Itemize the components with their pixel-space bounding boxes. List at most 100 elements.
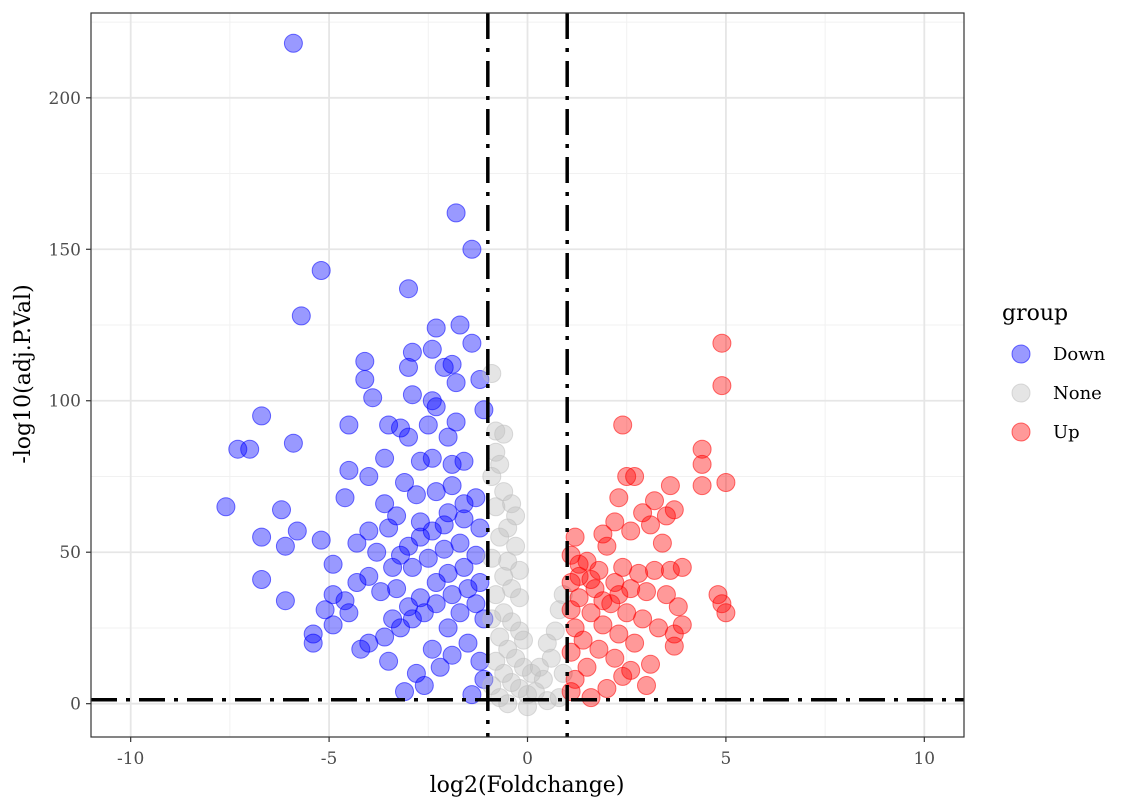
point-none xyxy=(482,364,502,383)
point-up xyxy=(577,657,597,677)
point-up xyxy=(565,669,585,689)
grid-lines xyxy=(91,13,964,737)
point-down xyxy=(383,557,403,577)
point-down xyxy=(323,615,343,635)
point-down xyxy=(311,261,331,280)
point-down xyxy=(446,412,466,432)
point-none xyxy=(506,506,526,526)
point-up xyxy=(609,585,629,605)
point-down xyxy=(395,473,414,492)
point-down xyxy=(291,306,311,326)
point-down xyxy=(446,203,466,223)
plot-panel xyxy=(90,12,965,738)
y-tick-label: 100 xyxy=(49,392,81,412)
point-up xyxy=(581,603,601,623)
point-down xyxy=(363,388,383,408)
point-down xyxy=(470,573,490,592)
legend-key xyxy=(1005,415,1039,449)
point-down xyxy=(351,639,371,659)
point-up xyxy=(712,376,732,396)
point-none xyxy=(529,657,549,677)
point-down xyxy=(387,579,407,599)
legend-title: group xyxy=(1002,301,1068,326)
point-up xyxy=(561,642,581,662)
point-none xyxy=(553,663,573,683)
point-none xyxy=(498,694,518,714)
point-down xyxy=(379,651,399,671)
point-down xyxy=(422,339,442,359)
point-down xyxy=(311,530,331,550)
point-up xyxy=(637,676,656,695)
point-down xyxy=(406,663,426,683)
point-up xyxy=(605,512,625,532)
point-up xyxy=(569,554,589,574)
point-down xyxy=(347,533,367,553)
y-tick-label: 0 xyxy=(70,695,81,715)
point-up xyxy=(692,476,712,496)
point-up xyxy=(589,639,609,659)
point-down xyxy=(359,521,379,541)
y-tick-label: 200 xyxy=(49,89,81,109)
point-down xyxy=(430,657,450,677)
point-down xyxy=(379,415,399,435)
point-down xyxy=(323,585,343,605)
point-down xyxy=(414,676,434,695)
point-up xyxy=(712,594,732,614)
point-up xyxy=(609,624,629,644)
point-up xyxy=(660,476,680,496)
legend-items: Down None Up xyxy=(1005,337,1106,449)
point-up xyxy=(593,615,613,635)
point-down xyxy=(422,448,442,468)
point-up xyxy=(605,648,625,668)
point-down xyxy=(375,627,395,647)
point-down xyxy=(399,427,418,447)
x-tick-label: -5 xyxy=(321,749,338,769)
point-down xyxy=(355,370,375,389)
legend-label-down: Down xyxy=(1053,344,1106,365)
point-up xyxy=(660,560,680,580)
threshold-lines xyxy=(91,13,964,737)
y-tick-label: 50 xyxy=(59,543,81,563)
point-none xyxy=(482,548,502,568)
point-up xyxy=(637,582,656,602)
point-down xyxy=(323,554,343,574)
point-down xyxy=(442,585,462,605)
point-none xyxy=(510,621,530,641)
legend-marker-down xyxy=(1011,344,1031,364)
point-down xyxy=(303,633,323,653)
point-none xyxy=(510,588,530,608)
point-down xyxy=(402,557,422,577)
point-none xyxy=(510,560,530,580)
point-down xyxy=(410,451,430,471)
point-down xyxy=(402,342,422,362)
point-up xyxy=(708,585,728,605)
legend-marker-none xyxy=(1011,383,1031,403)
point-down xyxy=(426,318,446,338)
point-up xyxy=(585,579,605,599)
point-down xyxy=(335,488,355,508)
point-up xyxy=(641,654,660,674)
point-none xyxy=(494,566,514,586)
point-up xyxy=(645,560,664,580)
x-tick-label: -10 xyxy=(117,749,144,769)
x-tick-label: 0 xyxy=(522,749,533,769)
point-down xyxy=(454,451,474,471)
point-down xyxy=(434,539,454,559)
x-tick-label: 10 xyxy=(913,749,935,769)
point-down xyxy=(434,357,454,377)
point-down xyxy=(442,454,462,474)
point-down xyxy=(355,351,375,371)
point-up xyxy=(625,467,645,486)
point-up xyxy=(668,597,688,617)
point-up xyxy=(597,536,617,556)
point-down xyxy=(367,542,387,562)
point-up xyxy=(561,600,581,620)
point-up xyxy=(656,585,676,605)
point-up xyxy=(672,557,692,577)
point-down xyxy=(395,682,414,702)
point-up xyxy=(664,636,684,656)
point-none xyxy=(506,536,526,556)
point-down xyxy=(470,370,490,389)
legend-key xyxy=(1005,376,1039,410)
legend-marker-up xyxy=(1011,422,1031,442)
